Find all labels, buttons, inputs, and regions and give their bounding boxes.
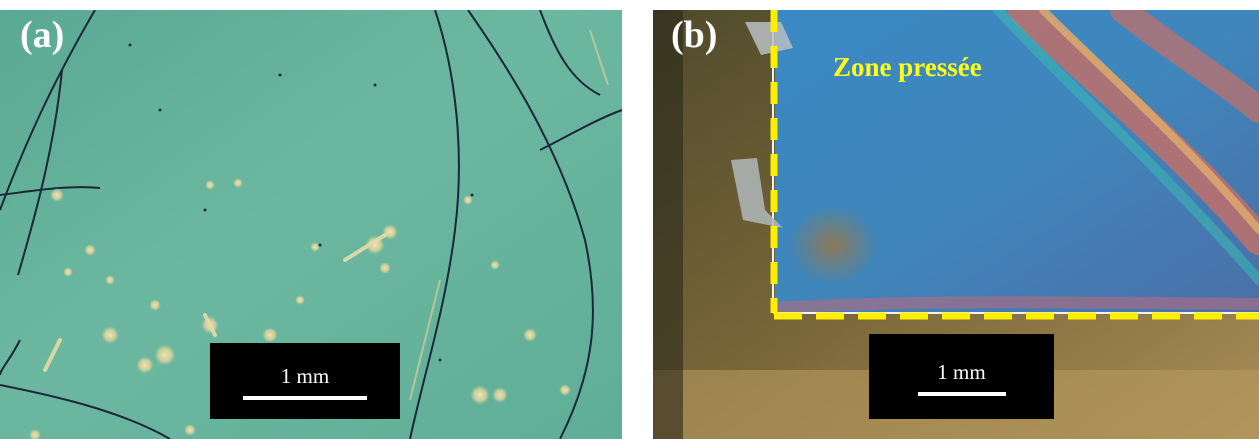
zone-label: Zone pressée (833, 52, 982, 82)
micrograph-panel-a: (a) 1 mm (0, 10, 622, 439)
micrograph-panel-b: (b) Zone pressée 1 mm (653, 10, 1259, 439)
scale-bar-label: 1 mm (280, 364, 330, 388)
scale-bar: 1 mm (869, 334, 1054, 419)
scale-bar-line (917, 391, 1006, 396)
panel-label-a: (a) (20, 14, 65, 56)
pressed-zone-boundary (770, 10, 1259, 320)
scale-bar-label: 1 mm (937, 359, 986, 384)
scale-bar: 1 mm (210, 343, 400, 419)
defect-spots (29, 178, 571, 439)
crack-lines (0, 10, 622, 439)
panel-label-b: (b) (671, 14, 718, 56)
scale-bar-line (243, 396, 367, 400)
interference-fringes (772, 10, 1259, 314)
micrograph-b-image (653, 10, 1259, 439)
